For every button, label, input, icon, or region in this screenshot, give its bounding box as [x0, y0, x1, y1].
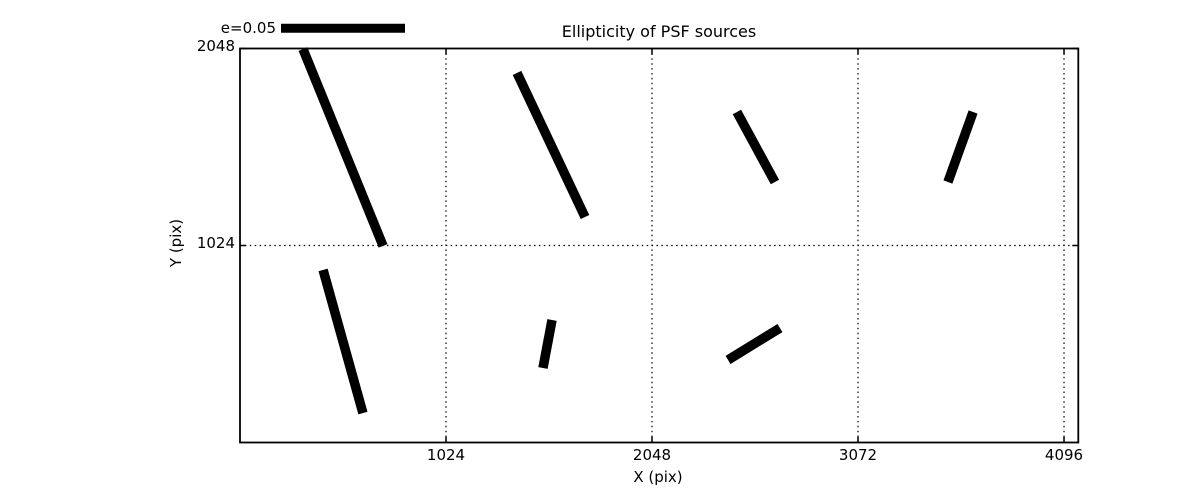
- x-tick-label: 3072: [838, 446, 878, 464]
- whisker-segment: [725, 323, 783, 365]
- y-tick-label: 2048: [196, 36, 235, 55]
- x-axis-label: X (pix): [633, 468, 683, 486]
- whisker-segment: [298, 47, 388, 248]
- x-tick-label: 1024: [426, 446, 466, 464]
- whisker-segment: [732, 109, 780, 185]
- x-tick-label: 2048: [632, 446, 672, 464]
- y-axis-label: Y (pix): [167, 218, 185, 268]
- y-tick-label: 1024: [196, 233, 235, 252]
- whisker-segment: [943, 110, 978, 184]
- chart-title: Ellipticity of PSF sources: [561, 22, 757, 41]
- whisker-segment: [318, 268, 368, 415]
- whisker-segment: [512, 70, 590, 220]
- whisker-segment: [538, 319, 557, 369]
- x-tick-label: 4096: [1044, 446, 1084, 464]
- legend-scale-label: e=0.05: [220, 19, 276, 37]
- axes-frame: [239, 47, 1080, 444]
